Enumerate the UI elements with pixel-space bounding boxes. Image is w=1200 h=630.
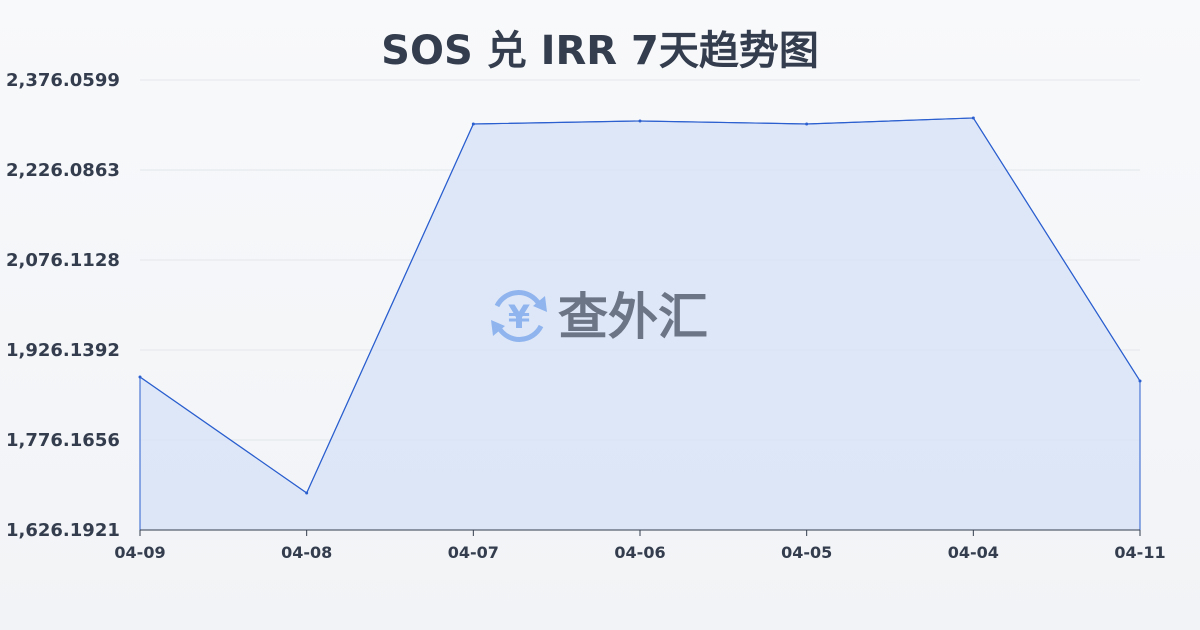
data-point bbox=[971, 116, 975, 120]
x-tick-label: 04-06 bbox=[614, 543, 665, 562]
svg-text:¥: ¥ bbox=[508, 298, 530, 336]
y-tick-label: 2,226.0863 bbox=[6, 160, 120, 181]
x-tick-label: 04-07 bbox=[448, 543, 499, 562]
y-tick-label: 1,776.1656 bbox=[6, 430, 120, 451]
data-point bbox=[805, 122, 809, 126]
y-tick-label: 1,626.1921 bbox=[6, 520, 120, 541]
x-tick-label: 04-09 bbox=[114, 543, 165, 562]
data-point bbox=[638, 119, 642, 123]
data-point bbox=[471, 122, 475, 126]
y-tick-label: 2,076.1128 bbox=[6, 250, 120, 271]
y-tick-label: 2,376.0599 bbox=[6, 70, 120, 91]
x-tick-label: 04-04 bbox=[948, 543, 999, 562]
x-tick-label: 04-11 bbox=[1114, 543, 1165, 562]
y-tick-label: 1,926.1392 bbox=[6, 340, 120, 361]
chart-title: SOS 兑 IRR 7天趋势图 bbox=[381, 28, 819, 74]
data-point bbox=[305, 491, 309, 495]
x-tick-label: 04-05 bbox=[781, 543, 832, 562]
x-tick-label: 04-08 bbox=[281, 543, 332, 562]
data-point bbox=[138, 375, 142, 379]
yen-exchange-icon: ¥ bbox=[491, 290, 547, 342]
watermark: ¥ 查外汇 bbox=[491, 288, 708, 346]
data-point bbox=[1138, 379, 1142, 383]
watermark-text: 查外汇 bbox=[558, 288, 708, 346]
